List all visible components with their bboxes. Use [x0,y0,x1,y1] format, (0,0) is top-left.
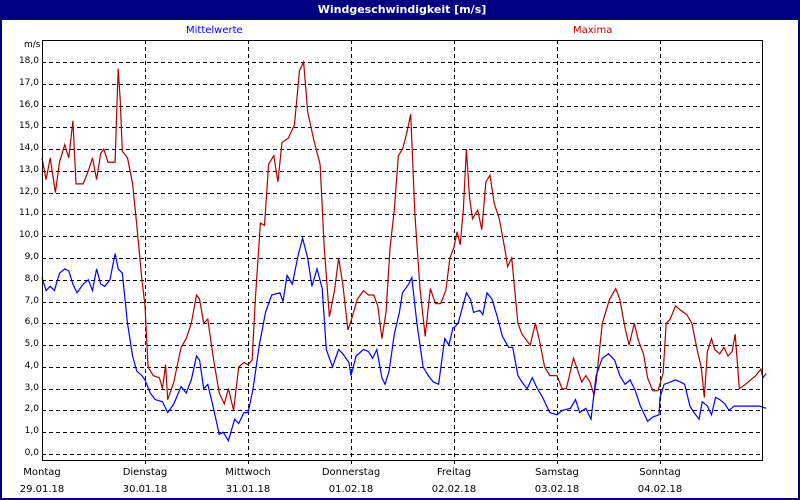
y-axis-unit: m/s [24,40,41,50]
y-tick: 4,0 [24,360,39,371]
x-date-label: 04.02.18 [637,484,683,495]
y-tick: 1,0 [24,426,39,437]
y-tick: 2,0 [24,404,39,415]
x-day-label: Mittwoch [225,467,271,478]
x-day-label: Donnerstag [321,467,381,478]
mittelwerte-line [41,236,767,443]
x-day-label: Samstag [535,467,579,478]
y-tick: 14,0 [18,143,39,154]
y-tick: 18,0 [18,55,39,66]
y-tick: 11,0 [18,208,39,219]
x-date-label: 30.01.18 [122,484,168,495]
x-day-label: Dienstag [122,467,168,478]
maxima-line [41,59,767,411]
x-day-label: Freitag [436,467,472,478]
x-date-label: 29.01.18 [19,484,65,495]
x-date-label: 31.01.18 [225,484,271,495]
y-tick: 5,0 [24,339,39,350]
y-tick: 16,0 [18,99,39,110]
legend-maxima: Maxima [573,25,613,36]
y-tick: 3,0 [24,382,39,393]
x-date-label: 02.02.18 [431,484,477,495]
x-day-label: Sonntag [639,467,681,478]
window-title: Windgeschwindigkeit [m/s] [2,0,800,20]
y-tick: 12,0 [18,186,39,197]
x-date-label: 03.02.18 [534,484,580,495]
plot-frame [42,40,763,461]
y-tick: 10,0 [18,230,39,241]
y-tick: 17,0 [18,77,39,88]
y-tick: 0,0 [24,448,39,458]
y-tick: 8,0 [24,273,39,284]
legend-mittelwerte: Mittelwerte [186,25,243,36]
y-tick: 7,0 [24,295,39,306]
y-tick: 15,0 [18,121,39,132]
grid-lines [42,40,762,466]
x-date-label: 01.02.18 [328,484,374,495]
y-tick: 9,0 [24,251,39,262]
y-tick: 6,0 [24,317,39,328]
y-tick: 13,0 [18,164,39,175]
x-day-label: Montag [23,467,61,478]
